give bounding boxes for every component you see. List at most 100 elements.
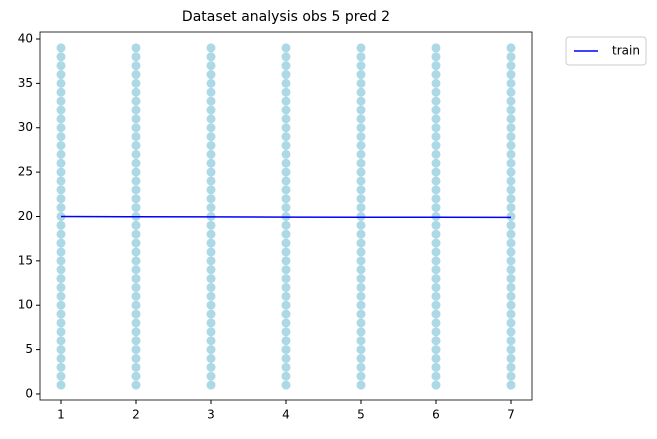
scatter-point (356, 140, 366, 150)
scatter-point (506, 256, 516, 266)
scatter-point (281, 52, 291, 62)
scatter-point (356, 336, 366, 346)
y-tick-label: 20 (18, 209, 33, 223)
scatter-point (56, 43, 66, 53)
scatter-point (356, 265, 366, 275)
scatter-point (431, 211, 441, 221)
scatter-point (131, 265, 141, 275)
scatter-point (506, 43, 516, 53)
scatter-point (131, 158, 141, 168)
scatter-point (356, 87, 366, 97)
scatter-point (206, 256, 216, 266)
scatter-point (431, 185, 441, 195)
scatter-point (281, 336, 291, 346)
scatter-point (506, 123, 516, 133)
scatter-point (431, 256, 441, 266)
plot-frame (39, 31, 533, 401)
scatter-point (131, 300, 141, 310)
scatter-point (131, 327, 141, 337)
scatter-point (206, 300, 216, 310)
scatter-point (356, 229, 366, 239)
scatter-point (281, 167, 291, 177)
scatter-point (506, 176, 516, 186)
x-tick-label: 4 (282, 408, 290, 422)
scatter-point (131, 105, 141, 115)
scatter-point (431, 70, 441, 80)
scatter-point (206, 158, 216, 168)
scatter-point (56, 291, 66, 301)
scatter-point (506, 96, 516, 106)
scatter-point (131, 256, 141, 266)
scatter-point (356, 380, 366, 390)
scatter-point (356, 185, 366, 195)
scatter-point (131, 353, 141, 363)
scatter-point (131, 140, 141, 150)
scatter-point (281, 371, 291, 381)
scatter-point (281, 78, 291, 88)
scatter-point (56, 185, 66, 195)
scatter-point (131, 123, 141, 133)
scatter-point (56, 114, 66, 124)
scatter-point (56, 158, 66, 168)
scatter-point (131, 185, 141, 195)
scatter-point (281, 70, 291, 80)
scatter-point (356, 238, 366, 248)
scatter-point (281, 291, 291, 301)
scatter-point (281, 194, 291, 204)
scatter-point (131, 149, 141, 159)
scatter-point (131, 87, 141, 97)
scatter-point (56, 229, 66, 239)
scatter-point (206, 362, 216, 372)
scatter-point (431, 362, 441, 372)
scatter-point (56, 167, 66, 177)
x-tick-label: 7 (507, 408, 515, 422)
scatter-point (431, 176, 441, 186)
scatter-point (356, 353, 366, 363)
scatter-point (281, 300, 291, 310)
scatter-point (131, 203, 141, 213)
scatter-point (281, 105, 291, 115)
scatter-point (356, 291, 366, 301)
scatter-point (281, 256, 291, 266)
scatter-point (281, 43, 291, 53)
scatter-point (131, 371, 141, 381)
scatter-point (431, 247, 441, 257)
scatter-point (356, 78, 366, 88)
y-tick-label: 15 (18, 253, 33, 267)
scatter-point (281, 149, 291, 159)
scatter-point (281, 132, 291, 142)
scatter-point (356, 247, 366, 257)
scatter-point (356, 194, 366, 204)
scatter-point (56, 371, 66, 381)
scatter-point (356, 256, 366, 266)
scatter-point (506, 149, 516, 159)
scatter-point (356, 105, 366, 115)
scatter-point (56, 87, 66, 97)
scatter-point (206, 123, 216, 133)
scatter-point (281, 176, 291, 186)
scatter-point (206, 105, 216, 115)
scatter-point (506, 87, 516, 97)
scatter-point (506, 362, 516, 372)
scatter-point (431, 327, 441, 337)
scatter-point (506, 345, 516, 355)
scatter-point (431, 105, 441, 115)
scatter-point (56, 203, 66, 213)
scatter-point (131, 274, 141, 284)
scatter-point (506, 309, 516, 319)
scatter-point (56, 96, 66, 106)
scatter-point (206, 291, 216, 301)
scatter-point (281, 327, 291, 337)
scatter-point (356, 61, 366, 71)
scatter-point (56, 336, 66, 346)
scatter-point (431, 300, 441, 310)
scatter-point (506, 282, 516, 292)
scatter-point (431, 61, 441, 71)
scatter-point (131, 282, 141, 292)
scatter-point (356, 43, 366, 53)
scatter-point (281, 185, 291, 195)
scatter-point (206, 327, 216, 337)
scatter-point (131, 70, 141, 80)
scatter-point (206, 167, 216, 177)
